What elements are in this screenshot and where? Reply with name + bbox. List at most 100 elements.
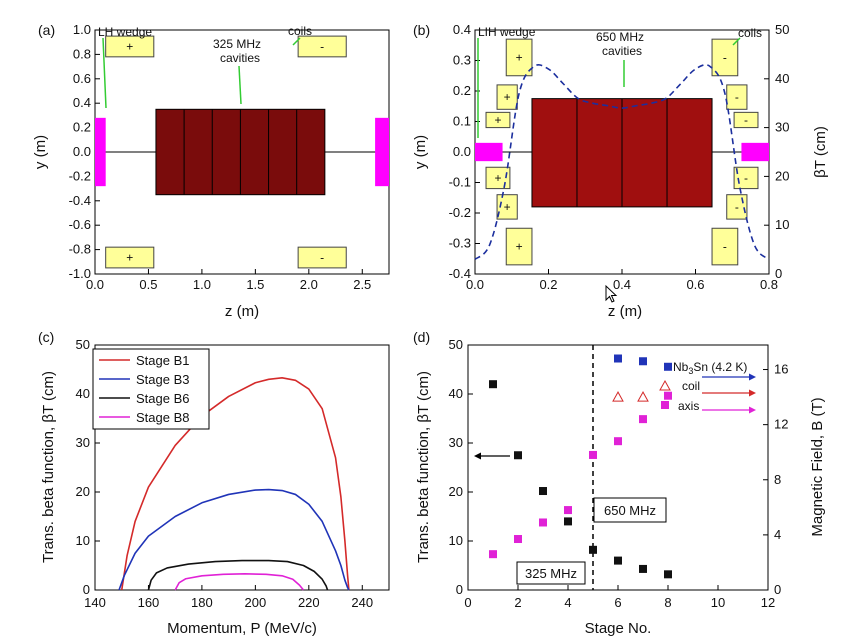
panel-d-marker-coil [612, 391, 624, 402]
panel-c-xlabel: Momentum, P (MeV/c) [167, 620, 317, 637]
panel-a-wedge-label: LH wedge [98, 25, 152, 39]
panel-d-region-325-label: 325 MHz [525, 566, 577, 581]
panel-a-wedge [375, 117, 389, 187]
panel-d-xtick-label: 0 [464, 595, 471, 610]
panel-d-xtick-label: 6 [614, 595, 621, 610]
panel-b-coil-sign: + [504, 90, 511, 104]
panel-b-ytick-label: 0.0 [453, 144, 471, 159]
panel-b-coil-sign: + [494, 113, 501, 127]
panel-d-marker-nb3sn [664, 362, 672, 371]
panel-a-xtick-label: 1.5 [246, 277, 264, 292]
panel-c-series-4 [174, 573, 305, 591]
panel-c-ytick-label: 10 [76, 533, 90, 548]
panel-b-cavities-label-1: 650 MHz [596, 30, 644, 44]
panel-a-label: (a) [38, 22, 55, 38]
panel-a-cavities-leader [238, 65, 242, 105]
panel-d-xlabel: Stage No. [585, 620, 652, 637]
panel-a-xtick-label: 2.0 [300, 277, 318, 292]
panel-c-ytick-label: 40 [76, 386, 90, 401]
panel-d-ylabel: Trans. beta function, βT (cm) [415, 371, 432, 563]
panel-c-legend-label: Stage B8 [136, 410, 190, 425]
panel-c-xtick-label: 240 [351, 595, 373, 610]
panel-b-y2tick-label: 10 [775, 217, 789, 232]
panel-d-marker-coil [637, 391, 649, 402]
panel-b-ytick-label: 0.2 [453, 83, 471, 98]
panel-c-ylabel: Trans. beta function, βT (cm) [40, 371, 57, 563]
panel-a-xtick-label: 2.5 [353, 277, 371, 292]
panel-d-legend-coil: coil [682, 379, 700, 393]
panel-b-ytick-label: 0.4 [453, 22, 471, 37]
panel-d-ytick-label: 40 [449, 386, 463, 401]
panel-d-ytick-label: 30 [449, 435, 463, 450]
panel-c-xtick-label: 160 [138, 595, 160, 610]
panel-d-region-650-label: 650 MHz [604, 503, 656, 518]
panel-b-coil-sign: + [516, 240, 523, 254]
panel-b-xtick-label: 0.8 [760, 277, 778, 292]
panel-a-coil [105, 35, 155, 58]
panel-a-ytick-label: -0.4 [69, 193, 91, 208]
panel-d-ytick-label: 10 [449, 533, 463, 548]
panel-a-ytick-label: -1.0 [69, 266, 91, 281]
panel-a-xlabel: z (m) [225, 303, 259, 320]
panel-a-ytick-label: -0.6 [69, 217, 91, 232]
panel-b-y2tick-label: 20 [775, 168, 789, 183]
panel-a-ytick-label: 0.6 [73, 71, 91, 86]
panel-d-xtick-label: 4 [564, 595, 571, 610]
panel-b-coil-sign: + [494, 171, 501, 185]
panel-a-ytick-label: 1.0 [73, 22, 91, 37]
panel-d-y2tick-label: 4 [774, 527, 781, 542]
panel-b-coil-sign: - [735, 90, 739, 104]
panel-c-series-2 [118, 488, 350, 591]
panel-d-marker-axis [664, 391, 672, 400]
panel-a-cavities-label-1: 325 MHz [213, 37, 261, 51]
panel-b-coil-sign: - [723, 50, 727, 64]
panel-a-xtick-label: 0.5 [139, 277, 157, 292]
panel-d: (d) 0 10 20 30 40 50 0 4 8 12 16 0 2 4 6 8 10 12 325 MHz 6… [413, 329, 826, 637]
panel-b-coil [485, 166, 511, 190]
panel-b-xtick-label: 0.6 [686, 277, 704, 292]
panel-a-wedge [95, 117, 106, 187]
panel-d-marker-βt [539, 487, 547, 496]
panel-a-coil-sign: + [126, 251, 133, 265]
panel-c-legend-label: Stage B1 [136, 353, 190, 368]
panel-b-y2tick-label: 0 [775, 266, 782, 281]
panel-b-coil-sign: - [735, 200, 739, 214]
panel-d-frame [467, 344, 769, 591]
panel-b-cavities-label-2: cavities [602, 44, 642, 58]
panel-d-marker-βt [489, 380, 497, 389]
panel-b-wedge-label: LIH wedge [478, 25, 536, 39]
panel-d-ytick-label: 50 [449, 337, 463, 352]
panel-d-xtick-label: 8 [664, 595, 671, 610]
panel-b-xtick-label: 0.2 [539, 277, 557, 292]
panel-d-arrow-left-head [474, 452, 481, 460]
panel-c-ytick-label: 30 [76, 435, 90, 450]
panel-d-label: (d) [413, 329, 430, 345]
panel-c-series-1 [120, 377, 350, 591]
panel-d-ytick-label: 0 [456, 582, 463, 597]
panel-a-wedge-leader [102, 37, 107, 109]
panel-b-coil [485, 111, 511, 129]
panel-b-y2label: βT (cm) [812, 126, 829, 178]
panel-c-series-3 [147, 559, 329, 591]
panel-c-legend-label: Stage B3 [136, 372, 190, 387]
panel-d-legend-nb3sn: Nb3Sn (4.2 K) [673, 360, 747, 376]
panel-d-marker-axis [589, 450, 597, 459]
panel-b-xtick-label: 0.0 [466, 277, 484, 292]
panel-a-coil-sign: - [320, 39, 324, 53]
panel-b-beta-curve [474, 64, 770, 260]
panel-d-xtick-label: 10 [711, 595, 725, 610]
panel-c-legend-box [92, 348, 210, 430]
panel-b-coil-sign: - [723, 240, 727, 254]
panel-d-arrow-axis-head [749, 406, 756, 414]
panel-b-ylabel: y (m) [412, 135, 429, 169]
panel-c-ytick-label: 20 [76, 484, 90, 499]
panel-c-xtick-label: 200 [245, 595, 267, 610]
panel-d-ytick-label: 20 [449, 484, 463, 499]
panel-a-ytick-label: 0.8 [73, 46, 91, 61]
panel-d-marker-βt [614, 556, 622, 565]
panel-b-y2tick-label: 50 [775, 22, 789, 37]
panel-d-legend-coil-marker [659, 379, 671, 391]
panel-b-ytick-label: 0.1 [453, 114, 471, 129]
panel-d-arrow-coil-head [749, 389, 756, 397]
panel-d-marker-axis [489, 550, 497, 559]
